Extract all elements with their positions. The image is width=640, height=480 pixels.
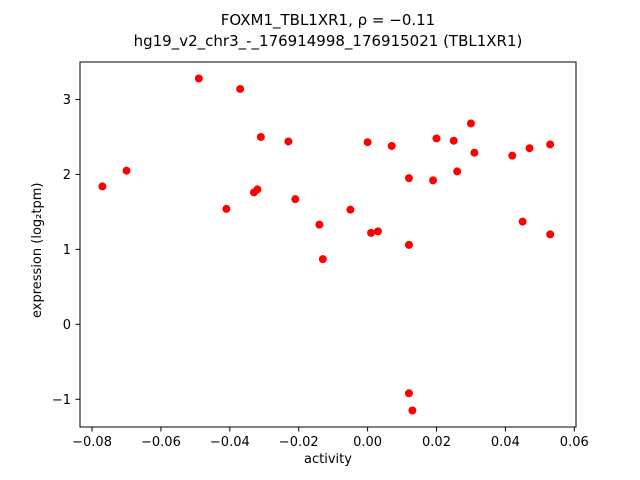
x-axis-label: activity [304,452,352,467]
data-point [367,228,376,237]
data-point [453,167,462,176]
x-tick-label: −0.04 [210,435,250,450]
data-point [449,136,458,145]
data-point [546,140,555,149]
data-point [363,138,372,147]
data-point [122,166,131,175]
y-tick-label: 1 [63,243,71,258]
x-tick-label: 0.02 [422,435,451,450]
x-tick-label: 0.06 [560,435,589,450]
data-point [346,205,355,214]
data-point [432,134,441,143]
chart-title-line2: hg19_v2_chr3_-_176914998_176915021 (TBL1… [133,32,523,50]
data-point [387,141,396,150]
data-point [518,217,527,226]
chart-title-line1: FOXM1_TBL1XR1, ρ = −0.11 [220,11,436,29]
axes-box [79,61,577,428]
data-point [373,227,382,236]
data-point [315,220,324,229]
data-point [508,151,517,160]
data-point [236,84,245,93]
data-point [525,144,534,153]
data-point [404,389,413,398]
data-point [253,185,262,194]
data-point [404,240,413,249]
chart-title: FOXM1_TBL1XR1, ρ = −0.11 hg19_v2_chr3_-_… [80,10,576,52]
data-point [408,406,417,415]
data-point [194,74,203,83]
data-point [222,204,231,213]
x-tick-label: −0.06 [141,435,181,450]
data-point [546,230,555,239]
data-point [466,119,475,128]
data-point [318,255,327,264]
y-tick-label: −1 [52,393,71,408]
data-point [404,174,413,183]
y-tick-label: 2 [63,168,71,183]
y-tick-label: 3 [63,93,71,108]
x-tick-label: −0.08 [72,435,112,450]
x-tick-label: −0.02 [279,435,319,450]
data-point [291,195,300,204]
data-point [256,132,265,141]
x-tick-label: 0.00 [353,435,382,450]
y-tick-label: 0 [63,318,71,333]
data-point [284,137,293,146]
data-point [429,176,438,185]
x-tick-label: 0.04 [491,435,520,450]
data-point [98,182,107,191]
y-axis-label: expression (log₂tpm) [30,182,45,318]
data-point [470,148,479,157]
